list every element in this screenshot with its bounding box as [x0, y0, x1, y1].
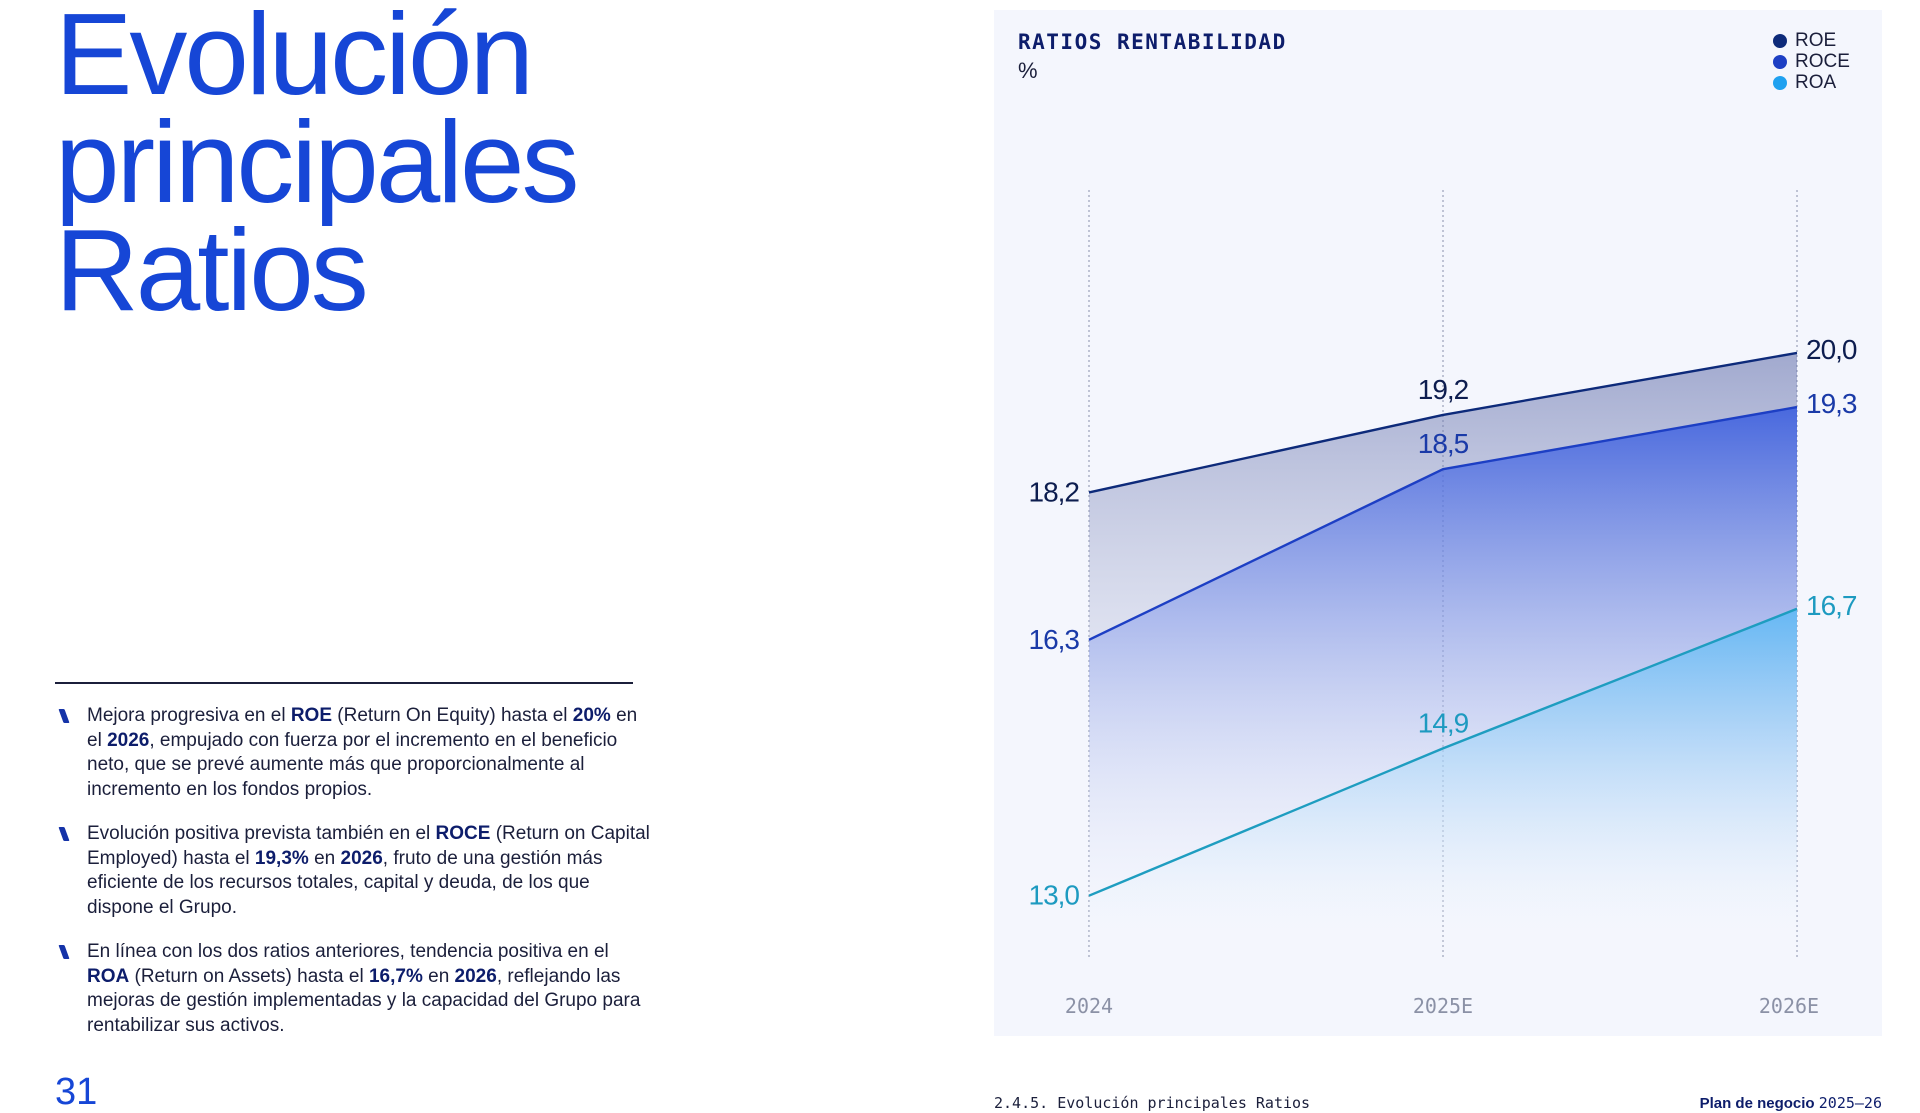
legend-item-roce: ROCE [1773, 51, 1850, 72]
section-divider [55, 682, 633, 684]
bullet-roe: Mejora progresiva en el ROE (Return On E… [55, 704, 655, 802]
chart-legend: ROE ROCE ROA [1773, 30, 1850, 93]
bullet-roa: En línea con los dos ratios anteriores, … [55, 940, 655, 1038]
bullet-text: En línea con los dos ratios anteriores, … [87, 941, 641, 1036]
chart-x-ticks: 2024 2025E 2026E [1065, 994, 1819, 1018]
point-label-roe-2024: 18,2 [1029, 476, 1080, 507]
bullet-list: Mejora progresiva en el ROE (Return On E… [55, 704, 655, 1058]
bullet-text: Mejora progresiva en el ROE (Return On E… [87, 705, 638, 800]
area-roa [1089, 608, 1797, 960]
footer-section-label: 2.4.5. Evolución principales Ratios [994, 1094, 1311, 1112]
title-line-1: Evolución [55, 0, 534, 119]
bullet-text: Evolución positiva prevista también en e… [87, 823, 650, 918]
point-label-roe-2026e: 20,0 [1806, 334, 1857, 365]
chart-title: RATIOS RENTABILIDAD [1018, 30, 1287, 54]
line-roce [1088, 405, 1798, 641]
legend-dot-icon [1773, 54, 1787, 69]
point-label-roce-2026e: 19,3 [1806, 388, 1857, 419]
point-label-roa-2024: 13,0 [1029, 880, 1080, 911]
legend-item-roa: ROA [1773, 72, 1850, 93]
line-roe [1088, 351, 1798, 494]
chart-unit: % [1018, 58, 1038, 83]
legend-dot-icon [1773, 75, 1787, 90]
chart-point-labels: 18,2 19,2 20,0 16,3 18,5 19,3 13,0 14,9 16,7 [1029, 334, 1858, 911]
legend-dot-icon [1773, 33, 1787, 48]
point-label-roe-2025e: 19,2 [1418, 374, 1469, 405]
legend-label: ROA [1795, 72, 1837, 93]
legend-label: ROCE [1795, 51, 1850, 72]
x-tick-2025e: 2025E [1413, 994, 1473, 1018]
footer-plan-label: Plan de negocio 2025–26 [1699, 1094, 1882, 1112]
title-line-2: principales [55, 97, 580, 227]
bullet-roce: Evolución positiva prevista también en e… [55, 822, 655, 920]
point-label-roa-2026e: 16,7 [1806, 590, 1857, 621]
point-label-roce-2024: 16,3 [1029, 624, 1080, 655]
footer-plan-title: Plan de negocio [1699, 1095, 1815, 1112]
line-roa [1088, 607, 1798, 897]
legend-label: ROE [1795, 30, 1837, 51]
chart-areas [1089, 352, 1797, 961]
point-label-roa-2025e: 14,9 [1418, 707, 1469, 738]
legend-item-roe: ROE [1773, 30, 1850, 51]
page-title: Evolución principales Ratios [55, 0, 580, 335]
point-label-roce-2025e: 18,5 [1418, 428, 1469, 459]
chart-lines [1088, 351, 1798, 897]
x-tick-2024: 2024 [1065, 994, 1113, 1018]
page-number: 31 [55, 1071, 98, 1113]
title-line-3: Ratios [55, 205, 369, 335]
footer-plan-years: 2025–26 [1818, 1094, 1882, 1112]
x-tick-2026e: 2026E [1759, 994, 1819, 1018]
